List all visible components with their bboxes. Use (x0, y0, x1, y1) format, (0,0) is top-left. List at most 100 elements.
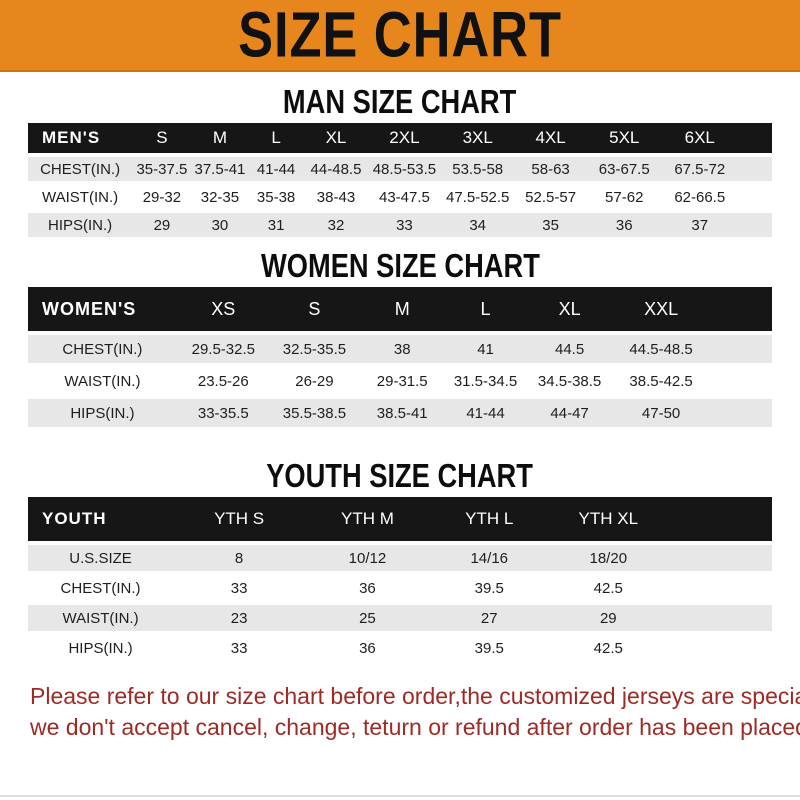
size-value: 25 (305, 605, 430, 631)
measurement-row: CHEST(IN.) 35-37.5 37.5-41 41-44 44-48.5 48.5… (28, 157, 772, 181)
size-value: 35-38 (256, 188, 296, 206)
youth-section-heading: YOUTH SIZE CHART (0, 456, 800, 495)
size-value: 53.5-58 (440, 157, 515, 181)
size-value: 32 (304, 213, 368, 237)
measurement-row: U.S.SIZE 8 10/12 14/16 18/20 (28, 545, 772, 571)
size-value: 38 (359, 335, 446, 363)
size-column-header: XL (304, 123, 368, 153)
youth-section-heading-text: YOUTH SIZE CHART (266, 456, 534, 495)
size-column-header: YTH XL (548, 497, 668, 541)
footer-note: Please refer to our size chart before or… (0, 681, 800, 743)
size-value: 38.5-41 (359, 399, 446, 427)
header-pad-cell (667, 497, 772, 541)
row-label: HIPS(IN.) (28, 399, 177, 427)
size-value: 47.5-52.5 (446, 188, 510, 206)
size-value: 29.5-32.5 (176, 335, 270, 363)
men-section-heading-text: MAN SIZE CHART (283, 82, 517, 121)
men-section-heading: MAN SIZE CHART (0, 82, 800, 121)
size-column-header: YTH M (305, 497, 430, 541)
measurement-row: HIPS(IN.) 33-35.5 35.5-38.5 38.5-41 41-44 44-… (28, 399, 772, 427)
row-pad-cell (668, 575, 772, 601)
size-column-header: S (269, 287, 360, 331)
size-value: 38.5-42.5 (629, 372, 693, 390)
size-column-header: 2XL (367, 123, 441, 153)
size-column-header: XL (525, 287, 614, 331)
measurement-row: CHEST(IN.) 33 36 39.5 42.5 (28, 575, 772, 601)
row-pad-cell (738, 185, 772, 209)
size-value: 33 (367, 213, 441, 237)
table-corner-label: MEN'S (28, 123, 133, 153)
size-value: 29 (548, 605, 668, 631)
size-value: 57-62 (605, 188, 644, 206)
row-label: WAIST(IN.) (28, 605, 174, 631)
size-value: 23 (173, 605, 306, 631)
size-value: 31.5-34.5 (453, 372, 518, 390)
size-value: 33 (230, 639, 248, 657)
row-label: WAIST(IN.) (42, 188, 119, 206)
size-value: 42.5 (593, 579, 623, 597)
size-value: 37.5-41 (191, 157, 249, 181)
footer-note-line-2: we don't accept cancel, change, teturn o… (30, 714, 800, 740)
size-value: 35-37.5 (132, 157, 192, 181)
table-corner-label: YOUTH (28, 497, 174, 541)
men-size-table: MEN'S S M L XL 2XL 3XL 4XL 5XL 6XL CHEST(IN.) 35-37… (28, 119, 772, 241)
row-label: HIPS(IN.) (68, 639, 133, 657)
size-value: 41-44 (248, 157, 304, 181)
measurement-row: CHEST(IN.) 29.5-32.5 32.5-35.5 38 41 44.5 44.5… (28, 335, 772, 363)
size-value: 43-47.5 (378, 188, 430, 206)
size-value: 41-44 (445, 399, 526, 427)
size-value: 44.5-48.5 (613, 335, 709, 363)
men-section: MAN SIZE CHART MEN'S S M L XL 2XL 3XL 4XL 5XL 6XL… (0, 82, 800, 241)
banner: SIZE CHART (0, 0, 800, 72)
size-value: 36 (359, 639, 376, 657)
women-size-table: WOMEN'S XS S M L XL XXL CHEST(IN.) 29.5-32.5 32.5… (28, 283, 772, 431)
size-value: 35 (514, 213, 587, 237)
row-label: CHEST(IN.) (28, 335, 177, 363)
youth-size-table: YOUTH YTH S YTH M YTH L YTH XL U.S.SIZE 8 10/12… (28, 493, 772, 665)
size-column-header: 4XL (514, 123, 587, 153)
measurement-row: HIPS(IN.) 29 30 31 32 33 34 35 36 37 (28, 213, 772, 237)
size-value: 62-66.5 (674, 188, 726, 206)
size-value: 44-48.5 (304, 157, 368, 181)
bottom-divider (0, 795, 800, 797)
size-value: 27 (429, 605, 549, 631)
women-section-heading: WOMEN SIZE CHART (0, 246, 800, 285)
size-column-header: YTH L (429, 497, 549, 541)
size-column-header: XS (176, 287, 270, 331)
size-column-header: S (132, 123, 192, 153)
size-value: 35.5-38.5 (269, 399, 360, 427)
row-pad-cell (737, 213, 772, 237)
row-label: HIPS(IN.) (28, 213, 133, 237)
row-pad-cell (708, 399, 772, 427)
table-corner-label: WOMEN'S (28, 287, 177, 331)
size-column-header: YTH S (173, 497, 306, 541)
row-label: CHEST(IN.) (28, 157, 133, 181)
size-value: 42.5 (593, 639, 623, 657)
row-pad-cell (667, 605, 772, 631)
size-value: 32.5-35.5 (269, 335, 360, 363)
row-label: U.S.SIZE (28, 545, 174, 571)
women-section-heading-text: WOMEN SIZE CHART (260, 246, 540, 285)
footer-note-line-1: Please refer to our size chart before or… (30, 683, 800, 709)
size-value: 29-32 (142, 188, 182, 206)
size-column-header: 6XL (661, 123, 738, 153)
size-value: 58-63 (514, 157, 587, 181)
size-value: 14/16 (429, 545, 549, 571)
size-column-header: XXL (613, 287, 709, 331)
size-value: 29 (132, 213, 192, 237)
size-value: 39.5 (474, 639, 504, 657)
size-value: 30 (191, 213, 249, 237)
banner-title: SIZE CHART (238, 0, 562, 71)
size-value: 26-29 (295, 372, 334, 390)
row-pad-cell (708, 335, 772, 363)
women-section: WOMEN SIZE CHART WOMEN'S XS S M L XL XXL CHEST(… (0, 246, 800, 431)
measurement-row: WAIST(IN.) 29-32 32-35 35-38 38-43 43-47.5 47.… (28, 185, 772, 209)
size-value: 48.5-53.5 (367, 157, 441, 181)
size-value: 10/12 (305, 545, 430, 571)
size-value: 47-50 (613, 399, 709, 427)
table-header-row: YOUTH YTH S YTH M YTH L YTH XL (28, 497, 772, 541)
row-pad-cell (709, 367, 772, 395)
table-header-row: WOMEN'S XS S M L XL XXL (28, 287, 772, 331)
size-column-header: M (191, 123, 249, 153)
size-value: 8 (173, 545, 306, 571)
